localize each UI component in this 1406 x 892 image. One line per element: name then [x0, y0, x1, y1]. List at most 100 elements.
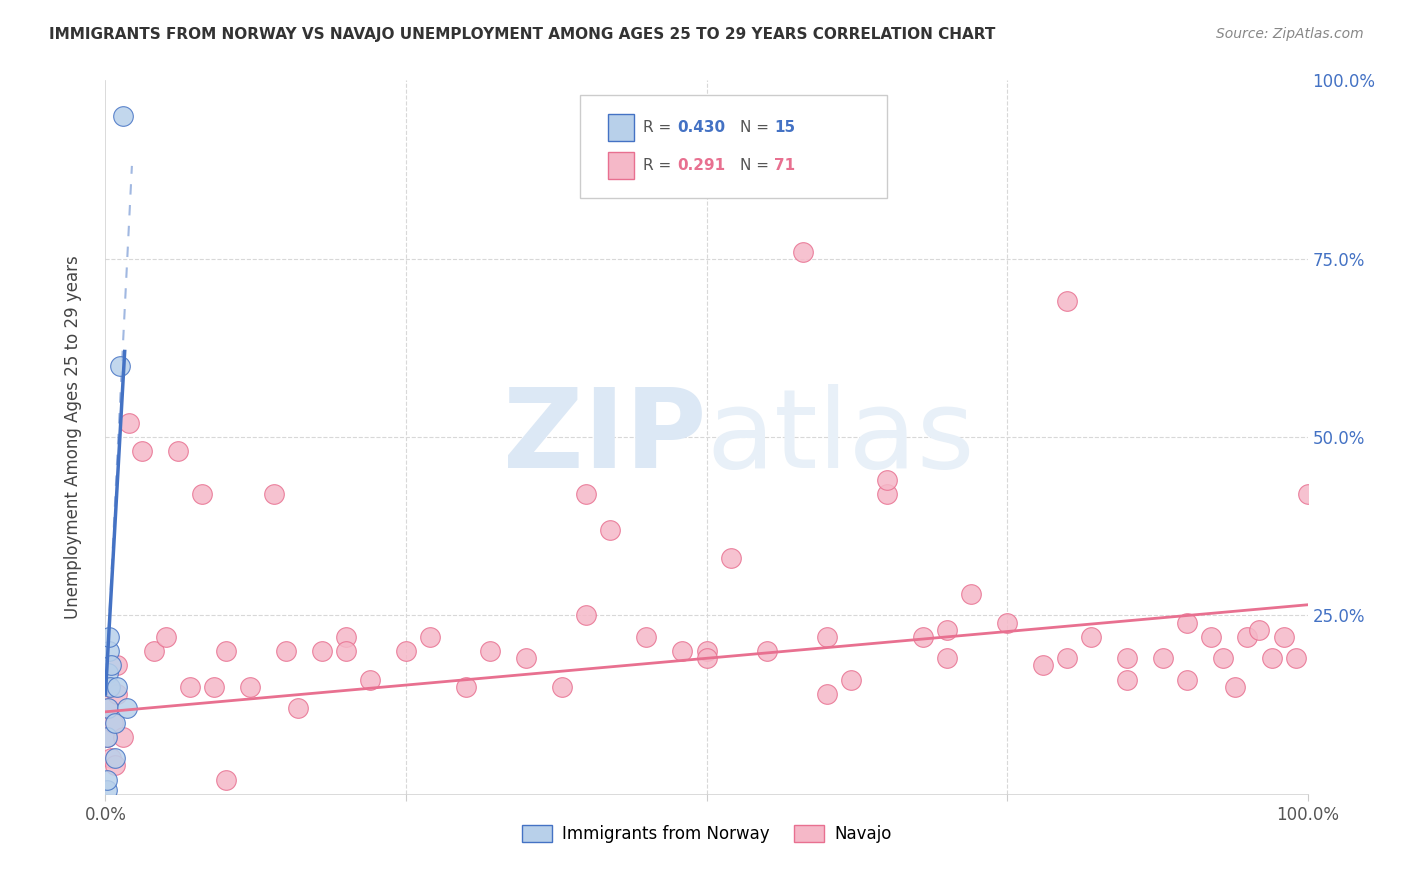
Point — [214, 772, 236, 787]
Text: atlas: atlas — [707, 384, 974, 491]
Point — [1284, 651, 1306, 665]
Legend: Immigrants from Norway, Navajo: Immigrants from Norway, Navajo — [515, 818, 898, 850]
Y-axis label: Unemployment Among Ages 25 to 29 years: Unemployment Among Ages 25 to 29 years — [63, 255, 82, 619]
Point — [936, 651, 959, 665]
Point — [1056, 651, 1078, 665]
Point — [214, 644, 236, 658]
Point — [1056, 294, 1078, 309]
Point — [97, 665, 120, 680]
Point — [98, 644, 121, 658]
Point — [287, 701, 309, 715]
FancyBboxPatch shape — [581, 95, 887, 198]
Text: 0.291: 0.291 — [678, 158, 725, 173]
Text: R =: R = — [643, 158, 676, 173]
Point — [599, 523, 621, 537]
Point — [142, 644, 165, 658]
Point — [166, 444, 188, 458]
Point — [98, 680, 121, 694]
Point — [118, 416, 141, 430]
Point — [636, 630, 658, 644]
Text: 71: 71 — [773, 158, 794, 173]
Text: IMMIGRANTS FROM NORWAY VS NAVAJO UNEMPLOYMENT AMONG AGES 25 TO 29 YEARS CORRELAT: IMMIGRANTS FROM NORWAY VS NAVAJO UNEMPLO… — [49, 27, 995, 42]
Point — [815, 630, 838, 644]
Point — [98, 680, 121, 694]
Bar — [607, 114, 634, 141]
Text: N =: N = — [740, 120, 775, 135]
Point — [395, 644, 418, 658]
Point — [575, 608, 598, 623]
Point — [112, 109, 135, 123]
Point — [115, 701, 138, 715]
Point — [311, 644, 333, 658]
Point — [104, 751, 127, 765]
Point — [100, 658, 122, 673]
Point — [1152, 651, 1174, 665]
Bar — [607, 152, 634, 178]
Point — [97, 701, 120, 715]
Point — [131, 444, 153, 458]
Point — [936, 623, 959, 637]
Point — [104, 758, 127, 772]
Point — [263, 487, 285, 501]
Point — [107, 680, 129, 694]
Point — [876, 473, 898, 487]
Point — [1116, 673, 1139, 687]
Text: R =: R = — [643, 120, 676, 135]
Point — [190, 487, 212, 501]
Point — [98, 630, 121, 644]
Text: 15: 15 — [773, 120, 794, 135]
Point — [1177, 615, 1199, 630]
Point — [1116, 651, 1139, 665]
Point — [575, 487, 598, 501]
Point — [456, 680, 478, 694]
Point — [995, 615, 1018, 630]
Point — [96, 730, 118, 744]
Point — [876, 487, 898, 501]
Point — [1032, 658, 1054, 673]
Point — [515, 651, 537, 665]
Text: Source: ZipAtlas.com: Source: ZipAtlas.com — [1216, 27, 1364, 41]
Point — [1225, 680, 1247, 694]
Point — [839, 673, 862, 687]
Point — [1236, 630, 1258, 644]
Point — [335, 630, 357, 644]
Point — [419, 630, 441, 644]
Point — [359, 673, 381, 687]
Point — [720, 551, 742, 566]
Point — [1296, 487, 1319, 501]
Point — [179, 680, 201, 694]
Point — [202, 680, 225, 694]
Text: 0.430: 0.430 — [678, 120, 725, 135]
Point — [815, 687, 838, 701]
Point — [97, 701, 120, 715]
Point — [101, 715, 124, 730]
Point — [96, 783, 118, 797]
Point — [792, 244, 814, 259]
Point — [696, 651, 718, 665]
Point — [960, 587, 983, 601]
Text: ZIP: ZIP — [503, 384, 707, 491]
Point — [671, 644, 693, 658]
Point — [1201, 630, 1223, 644]
Point — [1177, 673, 1199, 687]
Point — [112, 730, 135, 744]
Point — [96, 730, 118, 744]
Point — [696, 644, 718, 658]
Point — [239, 680, 262, 694]
Point — [1260, 651, 1282, 665]
Point — [107, 658, 129, 673]
Point — [108, 359, 131, 373]
Point — [911, 630, 934, 644]
Text: N =: N = — [740, 158, 775, 173]
Point — [155, 630, 177, 644]
Point — [551, 680, 574, 694]
Point — [1249, 623, 1271, 637]
Point — [479, 644, 502, 658]
Point — [335, 644, 357, 658]
Point — [100, 751, 122, 765]
Point — [104, 715, 127, 730]
Point — [107, 687, 129, 701]
Point — [274, 644, 297, 658]
Point — [96, 772, 118, 787]
Point — [1080, 630, 1102, 644]
